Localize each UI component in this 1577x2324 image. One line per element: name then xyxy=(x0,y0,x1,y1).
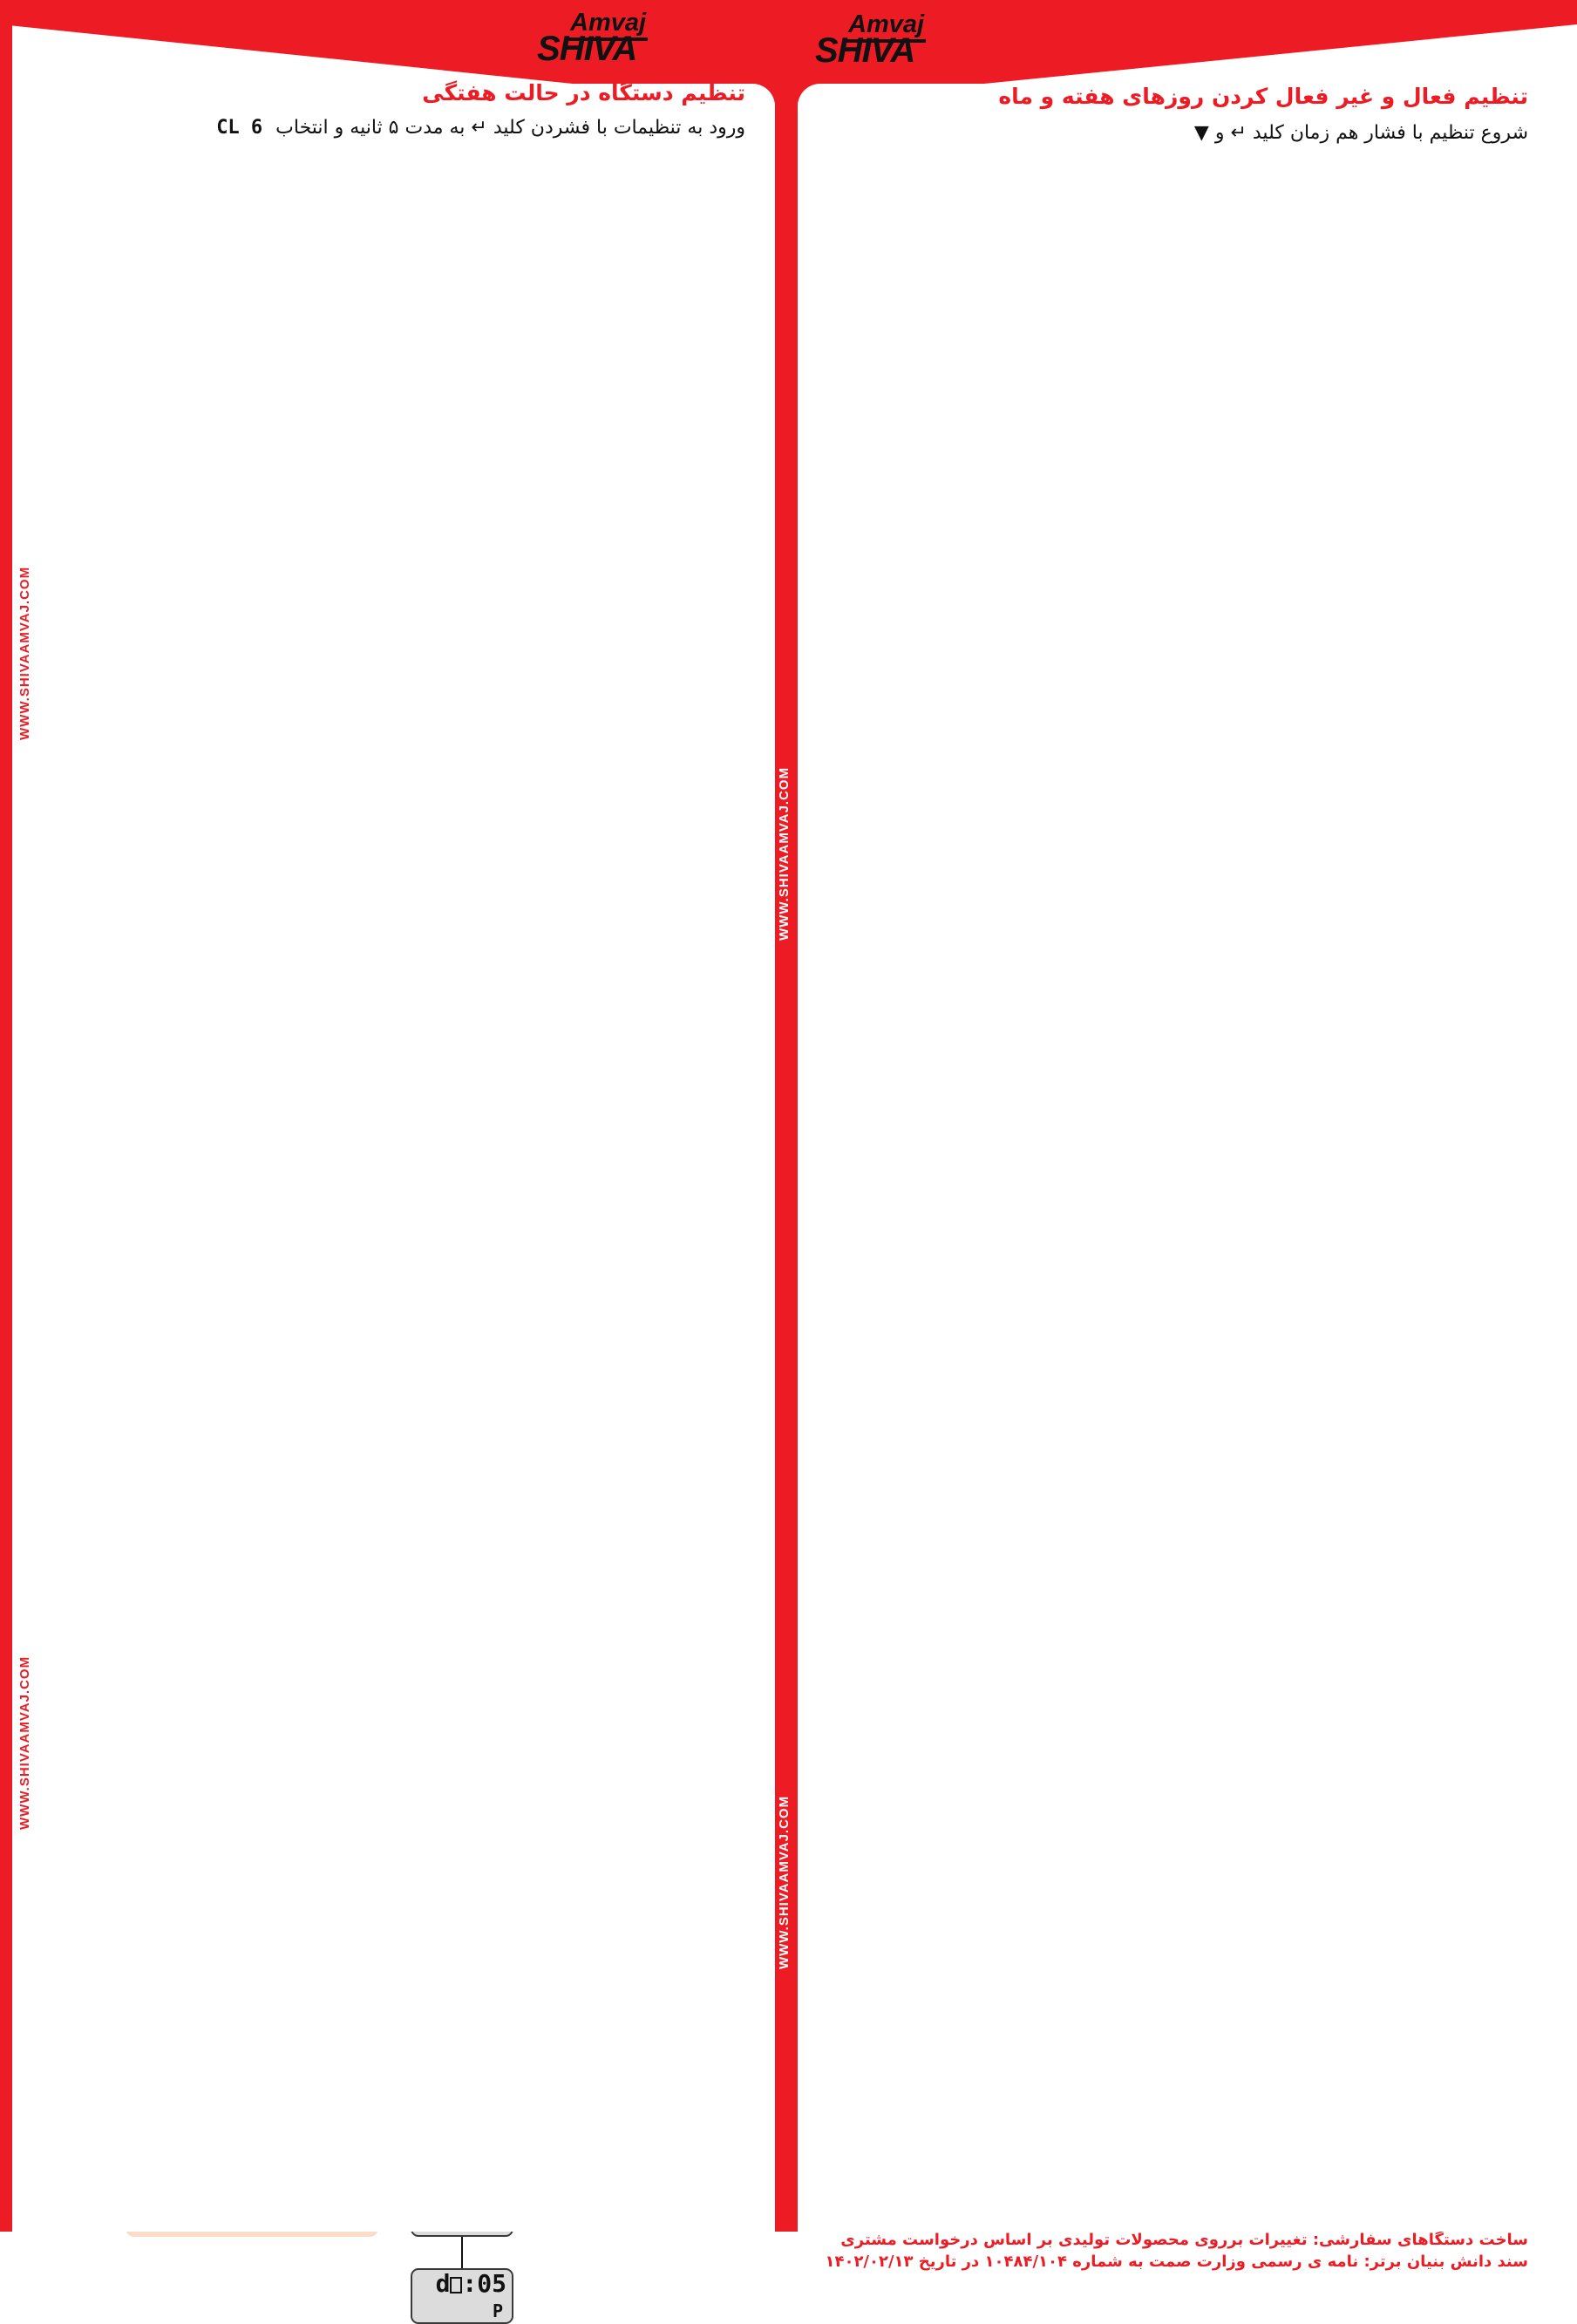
warranty-cert-line: سند دانش بنیان برتر: نامه ی رسمی وزارت ص… xyxy=(825,2253,1528,2272)
warranty-order-line: ساخت دستگاهای سفارشی: تغییرات برروی محصو… xyxy=(840,2231,1528,2250)
left-column: SHIVA Amvaj WWW.SHIVAAMVAJ.COM WWW.SHIVA… xyxy=(775,0,1577,2271)
left-red-spine xyxy=(775,0,798,2232)
manual-page: SHIVA Amvaj WWW.SHIVAAMVAJ.COM WWW.SHIVA… xyxy=(0,0,1577,2232)
website-vertical-right2: WWW.SHIVAAMVAJ.COM xyxy=(17,1656,32,1831)
website-vertical-left2: WWW.SHIVAAMVAJ.COM xyxy=(777,1796,792,1970)
lcd-sub: P xyxy=(492,2300,503,2321)
connector xyxy=(461,2237,463,2268)
brand-name: SHIVA xyxy=(537,30,637,68)
enable-section-title: تنظیم فعال و غیر فعال کردن روزهای هفته و… xyxy=(998,84,1528,109)
weekly-intro-text: ورود به تنظیمات با فشردن کلید ↵ به مدت ۵… xyxy=(275,117,745,139)
right-content-card xyxy=(12,84,775,2232)
lcd-main: d:05 xyxy=(435,2269,506,2298)
website-vertical-left: WWW.SHIVAAMVAJ.COM xyxy=(777,767,792,941)
brand-subname: Amvaj xyxy=(568,9,649,41)
right-red-spine xyxy=(0,0,12,2232)
weekly-intro: ورود به تنظیمات با فشردن کلید ↵ به مدت ۵… xyxy=(48,117,745,139)
brand-name: SHIVA xyxy=(815,31,915,70)
left-content-card xyxy=(798,84,1577,2232)
enable-section-intro: شروع تنظیم با فشار هم زمان کلید ↵ و ▼ xyxy=(1193,122,1528,144)
brand-subname: Amvaj xyxy=(846,10,927,43)
right-column: SHIVA Amvaj WWW.SHIVAAMVAJ.COM WWW.SHIVA… xyxy=(0,0,775,2324)
website-vertical-right: WWW.SHIVAAMVAJ.COM xyxy=(17,567,32,741)
lcd-display: d:05 P xyxy=(411,2268,513,2324)
brand-logo-left: SHIVA Amvaj xyxy=(815,10,927,71)
brand-logo-right: SHIVA Amvaj xyxy=(537,9,649,69)
weekly-title: تنظیم دستگاه در حالت هفتگی xyxy=(422,80,745,105)
weekly-intro-code: CL 6 xyxy=(216,117,263,139)
